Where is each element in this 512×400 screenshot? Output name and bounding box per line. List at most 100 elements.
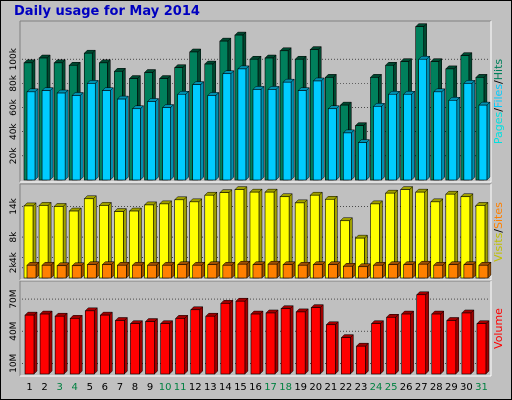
volume-bar-side [124,316,128,375]
sites-bar [282,264,293,279]
volume-bar-side [184,314,188,375]
files-bar [147,101,156,181]
x-tick-label: 31 [475,382,488,393]
sites-bar [252,264,263,279]
files-bar-side [351,129,355,181]
volume-bar-side [380,320,384,375]
y-tick-label: 40k [9,123,19,140]
volume-bar [235,300,246,375]
sites-bar [312,264,323,279]
volume-bar-side [259,310,264,375]
files-bar [237,68,247,181]
volume-bar [205,315,216,375]
volume-bar-side [48,310,53,375]
sites-bar [71,265,82,279]
files-bar [26,91,36,181]
x-tick-label: 24 [370,382,383,393]
sites-bar [388,264,398,279]
volume-bar-side [455,316,460,375]
sites-bar [478,264,489,279]
x-tick-label: 30 [460,382,473,393]
sites-bar [373,264,383,279]
x-tick-label: 17 [264,382,277,393]
x-tick-label: 2 [41,382,47,393]
files-bar-side [320,77,325,181]
files-bar [267,89,277,181]
volume-bar [476,323,487,375]
files-bar [478,104,488,181]
x-axis-labels: 1 2 3 4 5 6 7 8 9 10 11 12 13 14 15 16 17 18 19 20 21 22 23 24 2… [26,382,487,393]
files-bar [463,83,473,181]
x-tick-label: 11 [174,382,187,393]
sites-bar [117,264,127,279]
volume-bar [371,323,381,375]
files-bar-side [275,85,280,181]
sites-bar [56,265,67,279]
files-bar [282,81,292,181]
volume-bar [190,309,201,375]
y-tick-label: 4k [9,251,19,263]
volume-bar [295,311,306,375]
sites-bar [358,266,368,279]
sites-bar [327,264,338,279]
x-tick-label: 19 [294,382,307,393]
x-tick-label: 10 [159,382,172,393]
files-bar [418,58,427,181]
files-bar [358,142,367,181]
files-bar-side [200,80,204,181]
x-tick-label: 4 [72,382,78,393]
files-bar [162,107,171,181]
y-axis-label-visits: Visits/Sites [492,202,505,262]
sites-bar [433,264,444,279]
y-axis-label-hits: Pages/Files/Hits [492,59,505,145]
volume-bar-side [410,310,414,375]
volume-bar [250,313,261,375]
y-axis-label-part: / [492,80,505,84]
files-bar [117,98,126,181]
volume-bar [461,312,472,375]
volume-bar [431,313,442,375]
files-bar [297,90,307,181]
y-axis-label-part: Hits [492,59,505,81]
volume-bar [54,315,65,375]
y-axis-label-part: Visits [492,232,505,261]
volume-bar-side [94,307,98,375]
x-tick-label: 26 [400,382,413,393]
volume-bar-side [319,304,324,375]
y-axis-label-part: Files [492,84,505,108]
sites-bar [147,264,157,279]
y-axis-label-part: / [492,108,505,112]
volume-bar-side [274,309,279,375]
files-bar-side [34,88,39,181]
volume-bar-side [244,297,249,375]
files-bar-side [170,103,174,181]
volume-bar [69,318,80,375]
volume-bar [115,320,125,375]
files-bar-side [486,101,491,181]
sites-bar [132,264,142,279]
files-bar-side [471,79,476,181]
volume-bar-side [289,305,294,375]
sites-bar [86,264,97,279]
volume-bar [356,345,366,375]
sites-bar [403,264,413,279]
sites-bar [177,264,187,279]
x-tick-label: 13 [204,382,217,393]
files-bar [343,132,352,181]
files-bar-side [49,87,54,181]
sites-bar [343,265,353,279]
x-tick-label: 16 [249,382,262,393]
y-axis-label-volume: Volume [492,308,505,349]
y-tick-label: 20k [9,147,19,164]
volume-bar [401,313,411,375]
volume-bar-side [33,311,38,375]
y-tick-label: 70M [9,289,19,308]
volume-bar [265,312,276,375]
files-bar-side [79,91,84,181]
x-tick-label: 8 [132,382,138,393]
volume-bar [100,314,110,375]
volume-bar-side [470,309,475,375]
files-bar-side [381,102,385,181]
